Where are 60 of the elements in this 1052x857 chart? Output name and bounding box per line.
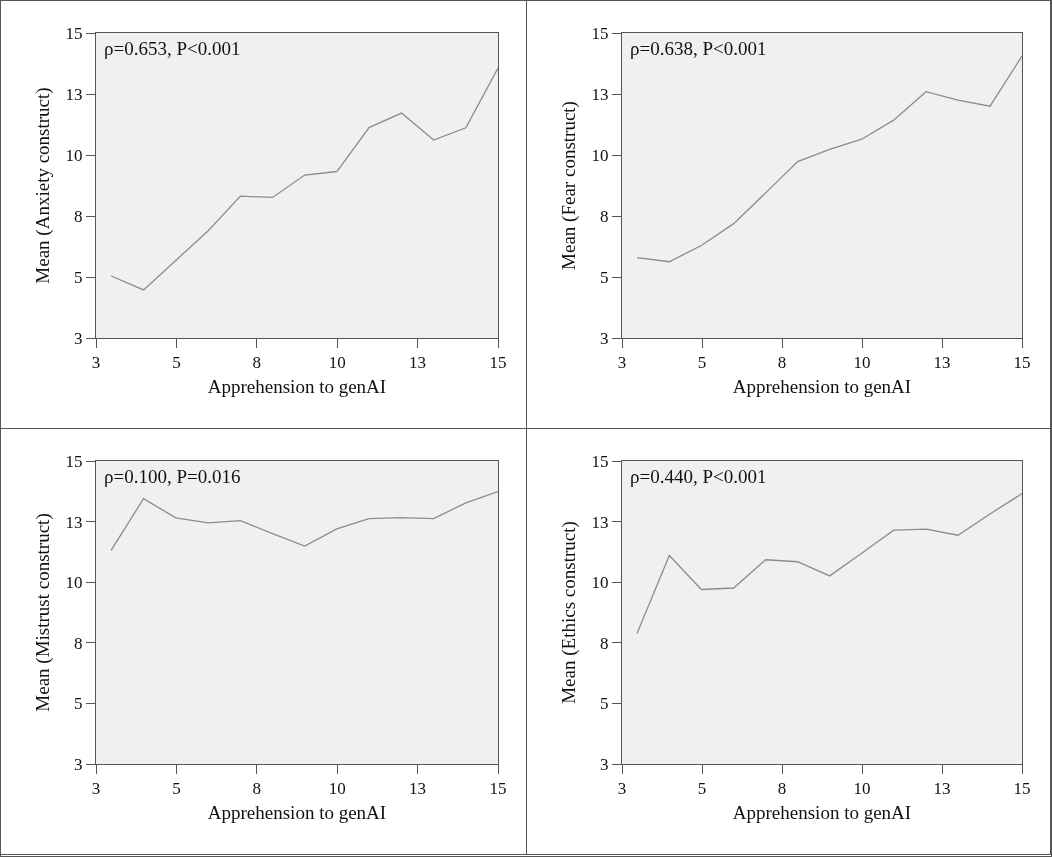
x-tick-label: 10 (853, 353, 871, 373)
x-axis-title: Apprehension to genAI (732, 376, 912, 398)
x-tick-label: 8 (252, 353, 262, 373)
y-tick-label: 8 (600, 206, 609, 226)
y-tick-label: 13 (65, 84, 83, 104)
x-tick-label: 3 (91, 779, 101, 799)
x-tick-label: 5 (697, 353, 707, 373)
x-tick-label: 8 (252, 779, 262, 799)
x-tick-label: 8 (777, 779, 787, 799)
y-tick-label: 3 (74, 754, 83, 774)
x-tick-label: 10 (328, 353, 346, 373)
y-tick-label: 8 (600, 633, 609, 653)
y-axis-title: Mean (Mistrust construct) (32, 513, 55, 712)
x-tick-label: 10 (853, 779, 871, 799)
y-tick-label: 13 (591, 84, 609, 104)
y-tick-label: 10 (591, 145, 609, 165)
x-tick-label: 8 (777, 353, 787, 373)
annotation: ρ=0.653, P<0.001 (104, 38, 241, 59)
x-tick-label: 15 (489, 779, 507, 799)
x-tick-label: 13 (409, 779, 427, 799)
x-tick-label: 3 (617, 779, 627, 799)
y-tick-label: 15 (65, 23, 83, 43)
x-tick-label: 10 (328, 779, 346, 799)
y-axis-title: Mean (Fear construct) (558, 101, 581, 270)
x-tick-label: 15 (489, 353, 507, 373)
y-tick-label: 10 (65, 145, 83, 165)
y-tick-label: 13 (65, 512, 83, 532)
x-tick-label: 13 (933, 353, 951, 373)
annotation: ρ=0.440, P<0.001 (630, 466, 767, 487)
y-tick-label: 5 (74, 267, 83, 287)
y-tick-label: 13 (591, 512, 609, 532)
y-tick-label: 5 (600, 694, 609, 714)
y-tick-label: 3 (600, 754, 609, 774)
x-tick-label: 15 (1013, 779, 1031, 799)
y-axis-title: Mean (Ethics construct) (558, 521, 581, 704)
x-tick-label: 15 (1013, 353, 1031, 373)
y-tick-label: 10 (591, 573, 609, 593)
y-tick-label: 15 (65, 451, 83, 471)
annotation: ρ=0.100, P=0.016 (104, 466, 241, 487)
y-tick-label: 8 (74, 206, 83, 226)
y-tick-label: 5 (74, 694, 83, 714)
x-tick-label: 3 (617, 353, 627, 373)
x-tick-label: 5 (172, 779, 181, 799)
x-axis-title: Apprehension to genAI (207, 376, 387, 398)
y-tick-label: 10 (65, 573, 83, 593)
y-axis-title: Mean (Anxiety construct) (32, 87, 55, 284)
x-tick-label: 13 (933, 779, 951, 799)
x-tick-label: 13 (409, 353, 427, 373)
x-tick-label: 5 (172, 353, 181, 373)
x-tick-label: 3 (91, 353, 101, 373)
x-axis-title: Apprehension to genAI (207, 802, 387, 824)
y-tick-label: 5 (600, 267, 609, 287)
x-tick-label: 5 (697, 779, 707, 799)
y-tick-label: 15 (591, 451, 609, 471)
y-tick-label: 8 (74, 633, 83, 653)
annotation: ρ=0.638, P<0.001 (630, 38, 767, 59)
y-tick-label: 3 (74, 328, 83, 348)
x-axis-title: Apprehension to genAI (732, 802, 912, 824)
y-tick-label: 3 (600, 328, 609, 348)
y-tick-label: 15 (591, 23, 609, 43)
